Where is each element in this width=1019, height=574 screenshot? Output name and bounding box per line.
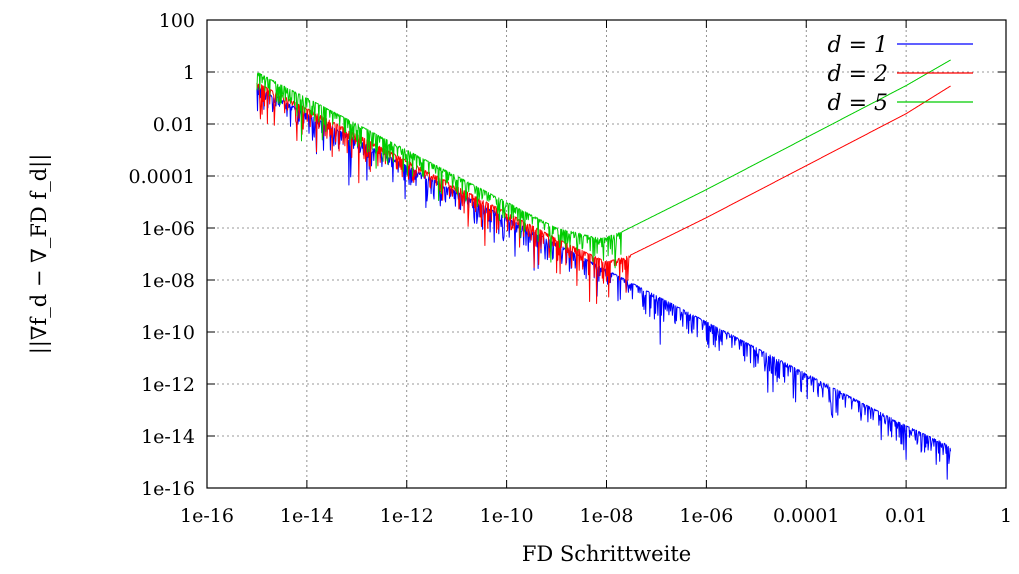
series-layer xyxy=(256,59,952,480)
legend-label-3: d = 5 xyxy=(828,91,889,116)
x-axis-title: FD Schrittweite xyxy=(522,542,691,566)
grid-layer xyxy=(207,20,1006,488)
y-tick-label: 1 xyxy=(183,62,195,84)
legend: d = 1 d = 2 d = 5 xyxy=(828,33,973,116)
x-tick-label: 0.0001 xyxy=(773,505,839,527)
x-tick-label: 1e-14 xyxy=(280,505,334,527)
legend-label-1: d = 1 xyxy=(828,33,889,58)
x-tick-label: 0.01 xyxy=(885,505,927,527)
x-tick-label: 1 xyxy=(1000,505,1012,527)
y-axis-title: ||∇f_d − ∇_FD f_d|| xyxy=(27,154,52,355)
y-tick-label: 0.0001 xyxy=(129,166,195,188)
x-tick-label: 1e-12 xyxy=(380,505,434,527)
x-tick-label: 1e-06 xyxy=(679,505,733,527)
y-tick-label: 1e-16 xyxy=(141,478,195,500)
series-line-3 xyxy=(256,59,951,269)
y-tick-label: 1e-06 xyxy=(141,218,195,240)
tick-layer: 1e-16 1e-14 1e-12 1e-10 1e-08 1e-06 0.0001 0.01… xyxy=(129,10,1013,527)
y-tick-label: 0.01 xyxy=(153,114,195,136)
x-tick-label: 1e-10 xyxy=(480,505,534,527)
y-tick-label: 100 xyxy=(159,10,195,32)
x-tick-label: 1e-16 xyxy=(180,505,234,527)
legend-label-2: d = 2 xyxy=(828,62,889,87)
y-tick-label: 1e-08 xyxy=(141,270,195,292)
y-tick-label: 1e-10 xyxy=(141,322,195,344)
x-tick-label: 1e-08 xyxy=(580,505,634,527)
y-tick-label: 1e-14 xyxy=(141,426,195,448)
y-tick-label: 1e-12 xyxy=(141,374,195,396)
